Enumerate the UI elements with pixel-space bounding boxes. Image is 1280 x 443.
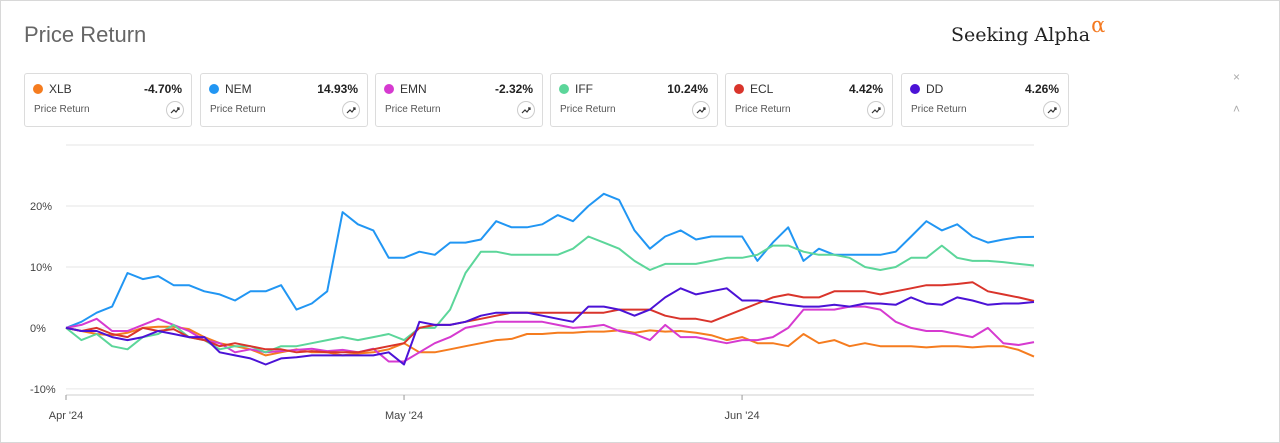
x-tick-label: Jun '24 <box>724 410 759 422</box>
legend-card-iff[interactable]: IFF 10.24% Price Return <box>550 73 718 127</box>
legend-card-nem[interactable]: NEM 14.93% Price Return <box>200 73 368 127</box>
ticker-label: IFF <box>575 82 593 96</box>
y-tick-label: 20% <box>30 201 52 213</box>
trend-line-icon <box>170 107 180 114</box>
chevron-up-icon[interactable]: ˄ <box>1233 102 1241 116</box>
y-tick-label: 10% <box>30 262 52 274</box>
alpha-icon: α <box>1091 13 1106 37</box>
close-icon[interactable]: × <box>1233 70 1241 84</box>
legend-card-xlb[interactable]: XLB -4.70% Price Return <box>24 73 192 127</box>
y-tick-label: -10% <box>30 384 56 396</box>
series-line-nem <box>65 192 1035 329</box>
trend-line-icon <box>871 107 881 114</box>
metric-label: Price Return <box>735 104 791 115</box>
change-value: -2.32% <box>494 82 533 96</box>
series-color-dot <box>209 84 219 94</box>
legend-card-emn[interactable]: EMN -2.32% Price Return <box>375 73 543 127</box>
ticker-label: DD <box>926 82 944 96</box>
change-value: 10.24% <box>667 82 708 96</box>
metric-label: Price Return <box>560 104 616 115</box>
trend-line-icon <box>1047 107 1057 114</box>
series-line-dd <box>65 287 1035 366</box>
series-color-dot <box>734 84 744 94</box>
change-value: 14.93% <box>317 82 358 96</box>
legend-card-dd[interactable]: DD 4.26% Price Return <box>901 73 1069 127</box>
metric-label: Price Return <box>911 104 967 115</box>
series-color-dot <box>910 84 920 94</box>
ticker-label: XLB <box>49 82 72 96</box>
change-value: -4.70% <box>143 82 182 96</box>
chart-toggle-button[interactable] <box>692 101 710 119</box>
series-color-dot <box>559 84 569 94</box>
page-title: Price Return <box>24 22 147 47</box>
change-value: 4.42% <box>848 82 883 96</box>
trend-line-icon <box>521 107 531 114</box>
x-tick-label: Apr '24 <box>49 410 84 422</box>
series-line-ecl <box>65 281 1035 354</box>
brand-logo: Seeking Alphaα <box>951 13 1106 46</box>
series-line-iff <box>65 235 1035 354</box>
chart-toggle-button[interactable] <box>1043 101 1061 119</box>
series-color-dot <box>33 84 43 94</box>
metric-label: Price Return <box>385 104 441 115</box>
series-color-dot <box>384 84 394 94</box>
chart-toggle-button[interactable] <box>342 101 360 119</box>
trend-line-icon <box>696 107 706 114</box>
change-value: 4.26% <box>1024 82 1059 96</box>
chart-toggle-button[interactable] <box>867 101 885 119</box>
ticker-label: NEM <box>225 82 252 96</box>
legend-card-ecl[interactable]: ECL 4.42% Price Return <box>725 73 893 127</box>
metric-label: Price Return <box>210 104 266 115</box>
metric-label: Price Return <box>34 104 90 115</box>
ticker-label: ECL <box>750 82 774 96</box>
ticker-label: EMN <box>400 82 427 96</box>
x-tick-label: May '24 <box>385 410 423 422</box>
chart-toggle-button[interactable] <box>517 101 535 119</box>
y-tick-label: 0% <box>30 323 46 335</box>
chart-toggle-button[interactable] <box>166 101 184 119</box>
trend-line-icon <box>346 107 356 114</box>
